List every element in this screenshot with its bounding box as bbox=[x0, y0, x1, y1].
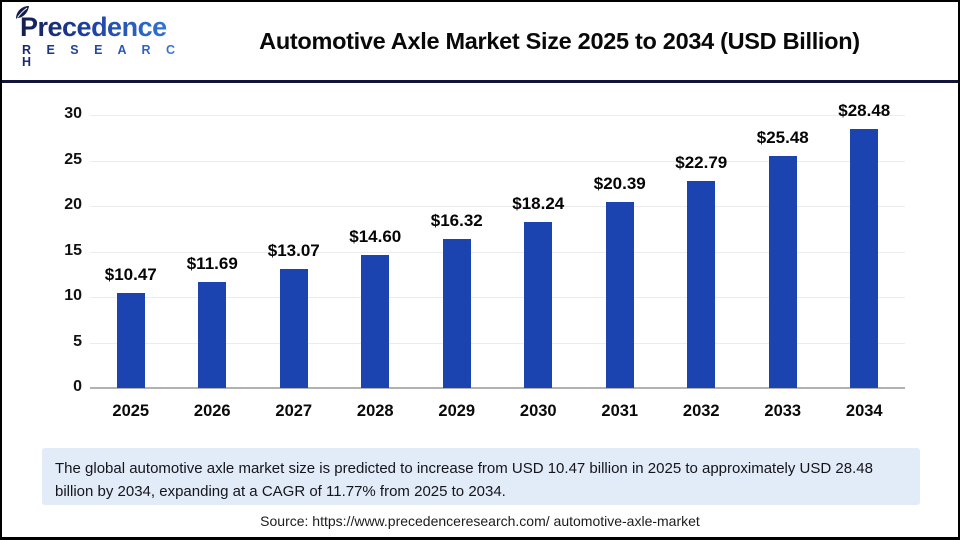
logo-wordmark: Precedence bbox=[20, 11, 167, 42]
bar bbox=[850, 128, 879, 388]
bar bbox=[524, 222, 553, 388]
summary-note: The global automotive axle market size i… bbox=[42, 448, 920, 505]
gridline bbox=[90, 297, 905, 298]
bar bbox=[361, 255, 390, 388]
gridline bbox=[90, 115, 905, 116]
gridline bbox=[90, 160, 905, 162]
x-axis-tick-label: 2031 bbox=[601, 402, 639, 420]
x-axis-tick-label: 2034 bbox=[845, 402, 883, 420]
bar-value-label: $16.32 bbox=[430, 211, 483, 231]
y-axis-tick-label: 0 bbox=[73, 378, 82, 395]
title-area: Automotive Axle Market Size 2025 to 2034… bbox=[187, 28, 958, 55]
x-axis-tick-label: 2025 bbox=[112, 402, 150, 420]
x-axis-tick-label: 2026 bbox=[193, 402, 231, 420]
y-axis-tick-label: 15 bbox=[64, 241, 82, 259]
y-axis-tick-label: 30 bbox=[64, 105, 82, 122]
x-axis-tick-label: 2028 bbox=[356, 402, 394, 420]
bar-value-label: $22.79 bbox=[675, 152, 728, 172]
bar-value-label: $28.48 bbox=[838, 100, 891, 120]
bar-value-label: $25.48 bbox=[756, 128, 809, 148]
x-axis-line bbox=[90, 387, 905, 389]
bar-value-label: $11.69 bbox=[186, 253, 238, 273]
bar-value-label: $13.07 bbox=[267, 241, 320, 261]
y-axis-tick-label: 10 bbox=[64, 287, 82, 304]
bar bbox=[687, 180, 716, 388]
x-axis-tick-label: 2032 bbox=[682, 402, 720, 420]
bar-value-label: $14.60 bbox=[349, 227, 402, 247]
precedence-research-logo: Precedence R E S E A R C H bbox=[2, 5, 187, 69]
x-axis-tick-label: 2030 bbox=[519, 402, 557, 420]
gridline bbox=[90, 206, 905, 207]
bar-value-label: $10.47 bbox=[104, 264, 157, 284]
bar-value-label: $20.39 bbox=[593, 174, 646, 194]
y-axis-tick-label: 20 bbox=[64, 196, 82, 213]
bar bbox=[605, 202, 634, 388]
bar bbox=[279, 269, 308, 388]
logo-subtitle: R E S E A R C H bbox=[18, 43, 187, 69]
leaf-icon bbox=[16, 5, 29, 19]
x-axis-tick-label: 2029 bbox=[438, 402, 476, 420]
x-axis-tick-label: 2027 bbox=[275, 402, 313, 420]
x-axis-tick-label: 2033 bbox=[764, 402, 802, 420]
bar-chart: 0 5 10 15 20 25 30 $10.47 2025 $11.69 2026 $13.07 20… bbox=[2, 86, 958, 438]
summary-note-text: The global automotive axle market size i… bbox=[55, 460, 873, 501]
y-axis-tick-label: 25 bbox=[64, 150, 82, 168]
gridline bbox=[90, 251, 905, 253]
bar-value-label: $18.24 bbox=[512, 194, 565, 214]
y-axis-tick-label: 5 bbox=[73, 332, 82, 350]
page-title: Automotive Axle Market Size 2025 to 2034… bbox=[259, 27, 860, 54]
bar bbox=[442, 239, 471, 388]
bar bbox=[768, 156, 797, 388]
gridline bbox=[90, 342, 905, 344]
bar bbox=[198, 281, 227, 388]
source-citation: Source: https://www.precedenceresearch.c… bbox=[260, 513, 700, 529]
header: Precedence R E S E A R C H Automotive Ax… bbox=[2, 2, 958, 83]
bar bbox=[116, 292, 145, 388]
